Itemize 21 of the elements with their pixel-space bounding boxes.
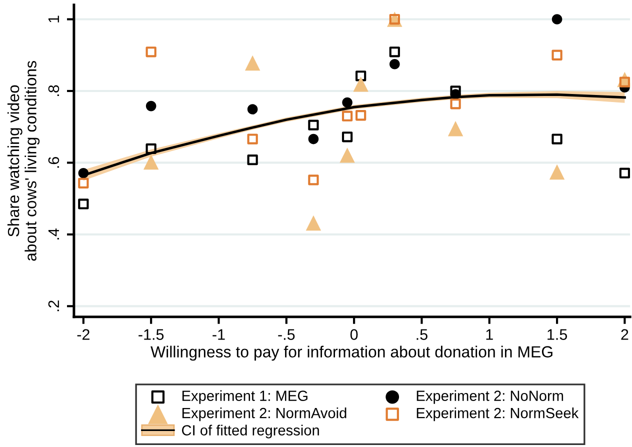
x-tick-label: 2: [621, 329, 628, 340]
x-tick-label: 1: [486, 329, 493, 340]
y-tick-label: 1: [48, 16, 59, 22]
legend-label: CI of fitted regression: [182, 424, 319, 438]
y-tick-label: .6: [48, 157, 60, 168]
x-tick-label: -2: [77, 329, 90, 340]
x-tick-label: .5: [416, 329, 428, 340]
legend-label: Experiment 1: MEG: [182, 390, 308, 404]
y-tick-label: .4: [48, 228, 59, 240]
y-tick-label: .2: [48, 300, 59, 312]
legend-label: Experiment 2: NoNorm: [416, 390, 564, 404]
x-tick-label: -.5: [278, 329, 295, 340]
x-tick-label: 0: [350, 329, 358, 340]
x-tick-label: 1.5: [548, 329, 568, 340]
legend-label: Experiment 2: NormAvoid: [182, 408, 346, 422]
x-axis-title: Willingness to pay for information about donation in MEG: [150, 346, 552, 361]
y-tick-label: .8: [48, 85, 60, 96]
x-tick-label: -1.5: [138, 329, 164, 340]
x-tick-label: -1: [212, 329, 225, 340]
legend-label: Experiment 2: NormSeek: [416, 408, 579, 422]
y-axis-title: Share watching video about cows' living conditions: [7, 60, 40, 261]
